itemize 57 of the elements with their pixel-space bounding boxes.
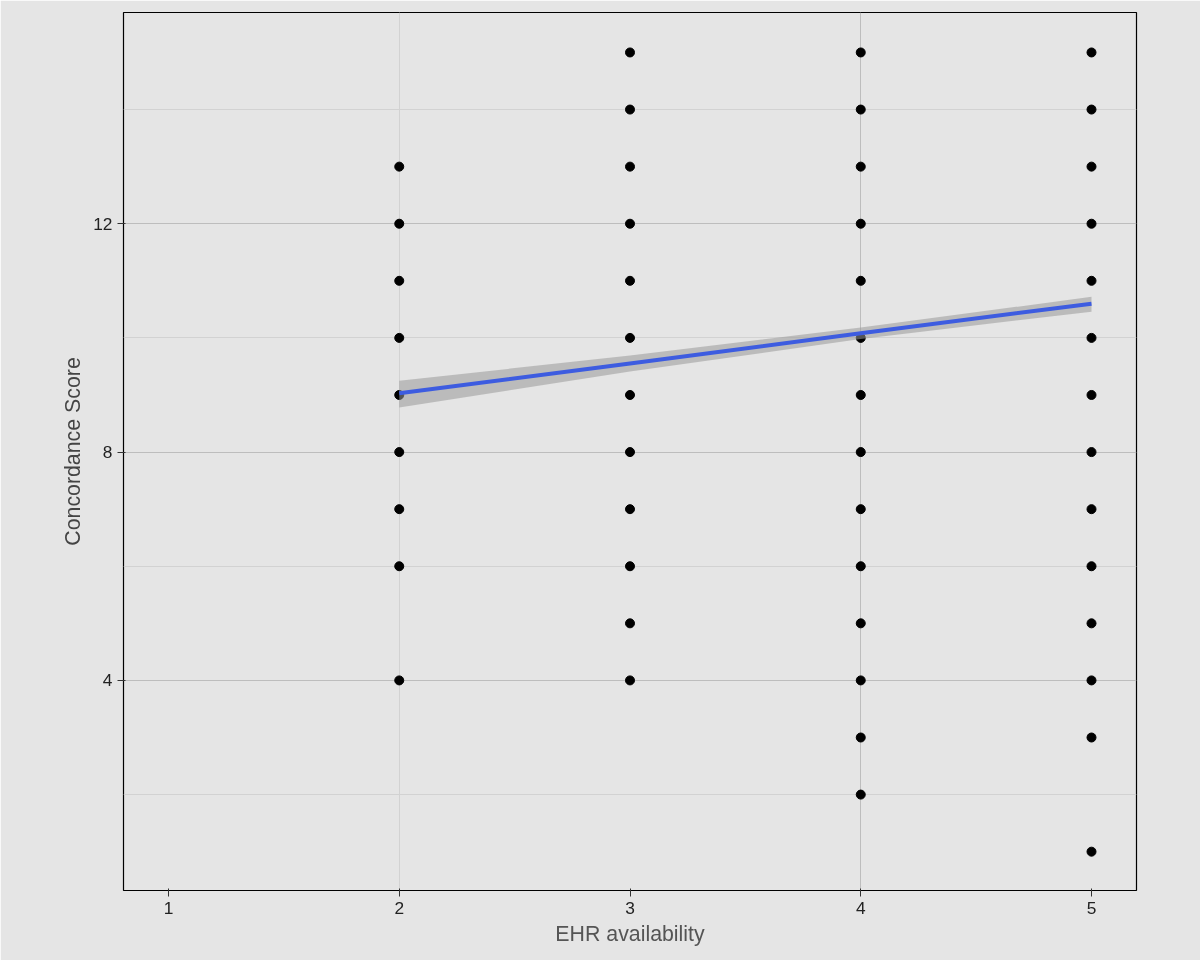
- point: [1086, 846, 1097, 857]
- point: [1086, 447, 1097, 458]
- point: [855, 275, 866, 286]
- point: [625, 104, 635, 115]
- point: [855, 618, 866, 629]
- point: [625, 218, 635, 229]
- x-tick-label: 4: [855, 897, 866, 918]
- point: [855, 104, 866, 115]
- point: [1086, 275, 1097, 286]
- x-tick-label: 5: [1086, 897, 1097, 918]
- y-axis-title: Concordance Score: [61, 357, 86, 546]
- point: [855, 161, 866, 172]
- point: [625, 675, 635, 686]
- point: [1086, 218, 1097, 229]
- point: [1086, 332, 1097, 343]
- point: [625, 161, 635, 172]
- point: [394, 161, 405, 172]
- point: [625, 47, 635, 58]
- point: [625, 447, 635, 458]
- point: [394, 675, 405, 686]
- point: [1086, 47, 1097, 58]
- x-tick-label: 3: [625, 897, 635, 918]
- point: [394, 218, 405, 229]
- x-tick-label: 1: [163, 897, 174, 918]
- point: [625, 504, 635, 515]
- point: [1086, 104, 1097, 115]
- point: [855, 389, 866, 400]
- point: [625, 389, 635, 400]
- point: [394, 504, 405, 515]
- point: [625, 618, 635, 629]
- point: [1086, 389, 1097, 400]
- point: [855, 675, 866, 686]
- point: [1086, 161, 1097, 172]
- point: [1086, 561, 1097, 572]
- x-tick-label: 2: [394, 897, 405, 918]
- y-tick-label: 12: [93, 213, 113, 234]
- point: [625, 275, 635, 286]
- point: [394, 447, 405, 458]
- point: [855, 218, 866, 229]
- point: [394, 332, 405, 343]
- point: [855, 447, 866, 458]
- point: [855, 504, 866, 515]
- point: [1086, 618, 1097, 629]
- point: [1086, 504, 1097, 515]
- point: [625, 561, 635, 572]
- y-tick-label: 4: [102, 670, 113, 691]
- point: [625, 332, 635, 343]
- point: [394, 561, 405, 572]
- point: [855, 561, 866, 572]
- point: [855, 47, 866, 58]
- point: [394, 275, 405, 286]
- x-axis-title: EHR availability: [555, 921, 706, 946]
- y-tick-label: 8: [102, 442, 113, 463]
- point: [1086, 675, 1097, 686]
- point: [855, 732, 866, 743]
- point: [855, 789, 866, 800]
- point: [1086, 732, 1097, 743]
